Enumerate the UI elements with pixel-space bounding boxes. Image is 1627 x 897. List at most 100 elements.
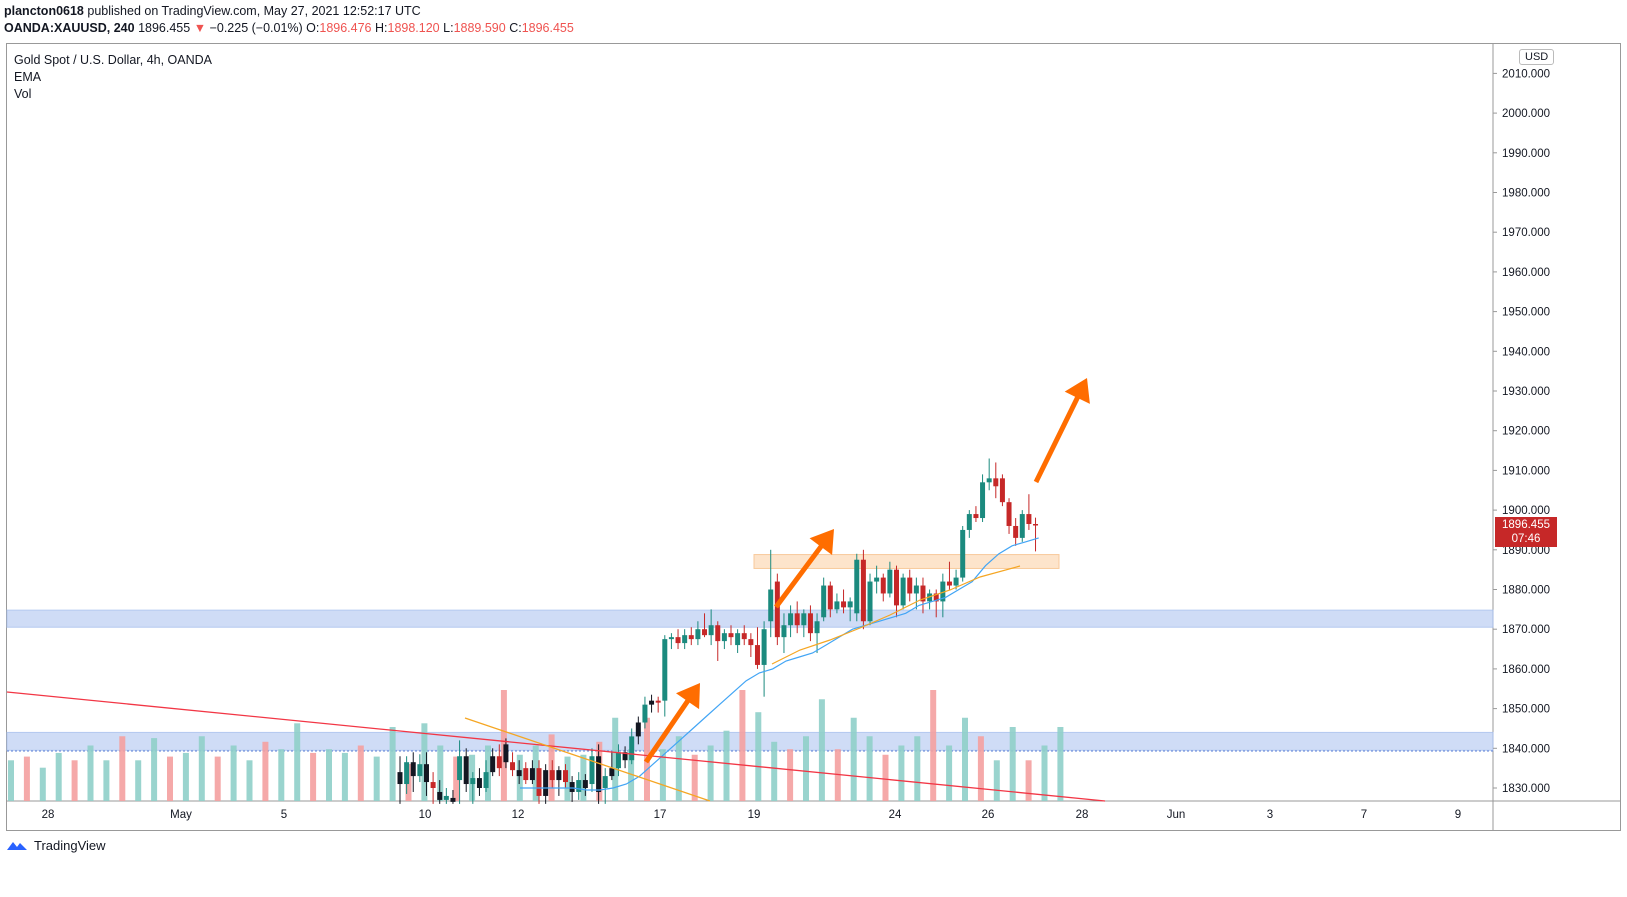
candle-body: [774, 581, 780, 638]
candle-body: [907, 577, 913, 594]
x-tick-label: 26: [982, 809, 995, 821]
volume-bar: [1041, 745, 1048, 801]
y-tick-label: 1960.000: [1502, 267, 1550, 279]
volume-bar: [707, 745, 714, 801]
candle-body: [834, 601, 840, 610]
volume-bar: [421, 723, 428, 801]
footer-brand[interactable]: TradingView: [6, 838, 106, 853]
candle-body: [801, 613, 807, 626]
publish-info: plancton0618 published on TradingView.co…: [4, 4, 421, 18]
volume-bar: [55, 752, 62, 801]
author-name[interactable]: plancton0618: [4, 4, 84, 18]
volume-bar: [771, 741, 778, 801]
candle-body: [920, 585, 926, 602]
candle-body: [609, 768, 615, 777]
candle-body: [615, 752, 621, 769]
volume-bar: [437, 745, 444, 801]
chart-legend: Gold Spot / U.S. Dollar, 4h, OANDA EMA V…: [14, 52, 212, 103]
candle-body: [794, 613, 800, 626]
candle-body: [490, 756, 496, 773]
candle-body: [728, 633, 734, 638]
low-label: L:: [443, 21, 454, 35]
volume-bar: [119, 736, 126, 801]
candle-body: [496, 756, 502, 769]
volume-bar: [866, 736, 873, 801]
candle-body: [589, 756, 595, 785]
candle-body: [847, 601, 853, 608]
candle-body: [523, 768, 529, 781]
candle-body: [781, 625, 787, 638]
y-tick-label: 1850.000: [1502, 704, 1550, 716]
candle-body: [510, 762, 516, 771]
high-value: 1898.120: [387, 21, 440, 35]
candle-body: [688, 635, 694, 640]
volume-bar: [262, 741, 269, 801]
candle-body: [582, 780, 588, 788]
volume-bar: [946, 745, 953, 801]
x-tick-label: May: [170, 809, 192, 821]
y-tick-label: 1900.000: [1502, 505, 1550, 517]
candle-body: [715, 625, 721, 642]
y-tick-label: 2010.000: [1502, 68, 1550, 80]
candle-body: [423, 764, 429, 783]
currency-button[interactable]: USD: [1519, 49, 1555, 65]
candle-body: [708, 625, 714, 636]
volume-bar: [214, 756, 221, 801]
y-tick-label: 1940.000: [1502, 346, 1550, 358]
x-tick-label: 9: [1455, 809, 1461, 821]
volume-bar: [389, 727, 396, 801]
legend-title[interactable]: Gold Spot / U.S. Dollar, 4h, OANDA: [14, 53, 212, 67]
candle-body: [748, 639, 754, 646]
candle-body: [470, 778, 476, 785]
legend-vol[interactable]: Vol: [14, 87, 32, 101]
y-tick-label: 1840.000: [1502, 743, 1550, 755]
y-tick-label: 1930.000: [1502, 386, 1550, 398]
candle-body: [695, 629, 701, 640]
brand-label: TradingView: [34, 838, 106, 853]
candle-body: [933, 593, 939, 602]
candle-body: [437, 791, 443, 800]
candle-body: [410, 762, 416, 777]
price-change: −0.225 (−0.01%): [209, 21, 303, 35]
last-price-tag: 1896.455 07:46: [1495, 517, 1557, 547]
volume-bar: [103, 760, 110, 801]
x-tick-label: Jun: [1167, 809, 1186, 821]
candle-body: [635, 722, 641, 737]
candle-body: [483, 772, 489, 788]
candle-body: [576, 780, 582, 792]
x-tick-label: 17: [654, 809, 667, 821]
volume-bar: [803, 736, 809, 801]
candle-body: [629, 736, 635, 761]
volume-bar: [723, 730, 730, 801]
candle-body: [854, 559, 860, 614]
volume-bar: [612, 717, 619, 801]
volume-bar: [310, 752, 317, 801]
last-price-tag-value: 1896.455: [1502, 519, 1550, 531]
candle-body: [721, 633, 727, 642]
volume-bar: [357, 745, 364, 801]
candle-body: [1019, 514, 1025, 538]
volume-bar: [818, 699, 825, 801]
candle-body: [788, 613, 794, 626]
volume-bar: [993, 760, 1000, 801]
candle-body: [874, 577, 880, 582]
candle-body: [543, 770, 549, 796]
volume-bar: [151, 738, 158, 801]
x-tick-label: 24: [889, 809, 902, 821]
candle-body: [662, 639, 668, 701]
volume-bar: [691, 754, 698, 801]
volume-bar: [659, 749, 666, 801]
volume-bar: [850, 717, 857, 801]
orange-trendline: [464, 717, 711, 802]
y-tick-label: 1860.000: [1502, 664, 1550, 676]
volume-bar: [167, 756, 173, 801]
candle-body: [940, 581, 946, 602]
candle-body: [960, 529, 966, 578]
volume-bar: [548, 734, 555, 801]
up-arrow-3: [1033, 378, 1090, 484]
legend-ema[interactable]: EMA: [14, 70, 42, 84]
candle-body: [642, 704, 648, 723]
candle-body: [1006, 502, 1012, 526]
candle-body: [668, 637, 674, 640]
